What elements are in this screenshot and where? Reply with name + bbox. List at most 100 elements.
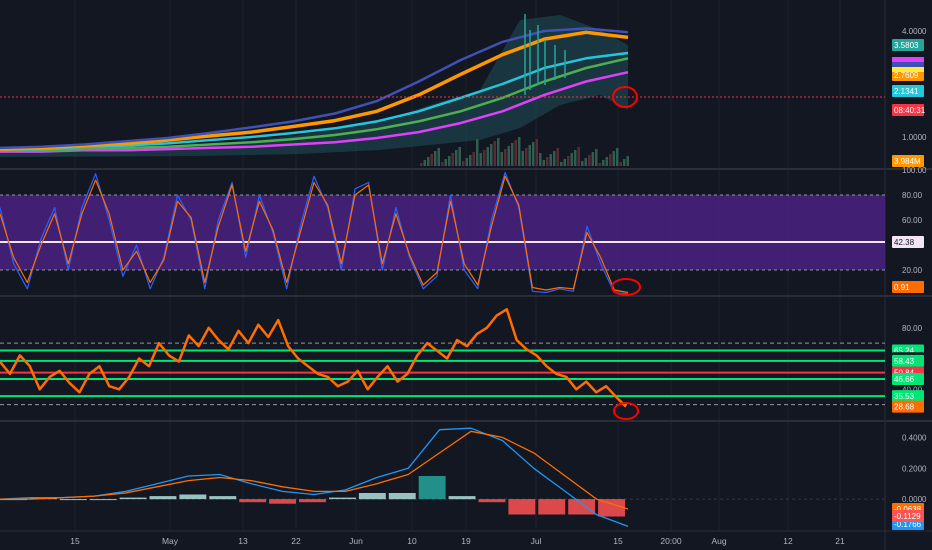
stoch-level-label: 42.38 xyxy=(894,238,915,247)
stoch-axis-tick: 20.00 xyxy=(902,266,923,275)
volume-bar xyxy=(483,150,486,166)
volume-bar xyxy=(451,153,454,166)
ma-value-label xyxy=(892,62,924,67)
time-axis-label: 15 xyxy=(70,536,80,546)
macd-histogram-bar xyxy=(89,499,117,501)
price-label-bg xyxy=(892,85,924,97)
stoch-value-label: 0.91 xyxy=(894,283,910,292)
volume-bar xyxy=(497,138,500,166)
volume-bar xyxy=(616,148,619,166)
volume-bar xyxy=(504,149,507,166)
rsi-value-label: 46.66 xyxy=(894,375,915,384)
macd-axis-tick: 0.0000 xyxy=(902,495,927,504)
macd-histogram-bar xyxy=(119,497,147,500)
volume-bar xyxy=(430,154,433,166)
time-axis-label: 19 xyxy=(461,536,471,546)
time-axis-label: Jul xyxy=(531,536,542,546)
price-label: 2.1341 xyxy=(894,87,919,96)
volume-bar xyxy=(493,141,496,166)
volume-bar xyxy=(556,148,559,166)
time-axis-label: 22 xyxy=(291,536,301,546)
rsi-axis-tick: 40.00 xyxy=(902,385,923,394)
volume-bar xyxy=(584,158,587,166)
volume-bar xyxy=(609,154,612,166)
rsi-axis-tick: 80.00 xyxy=(902,324,923,333)
macd-histogram-bar xyxy=(418,476,446,500)
volume-bar xyxy=(423,160,426,166)
moving-average-line xyxy=(0,27,629,150)
volume-bar xyxy=(444,159,447,166)
ma-value-label xyxy=(892,57,924,62)
volume-bar xyxy=(588,155,591,166)
volume-bar xyxy=(626,156,629,166)
volume-bar xyxy=(612,151,615,166)
macd-histogram-bar xyxy=(239,499,267,503)
macd-histogram-bar xyxy=(448,496,476,500)
volume-bar xyxy=(465,158,468,166)
macd-histogram-bar xyxy=(568,499,596,515)
price-label: 3.5803 xyxy=(894,41,919,50)
macd-histogram-bar xyxy=(388,493,416,500)
stoch-axis-tick: 80.00 xyxy=(902,191,923,200)
volume-bar xyxy=(553,151,556,166)
volume-bar xyxy=(511,143,514,166)
time-axis-label: 21 xyxy=(835,536,845,546)
annotation-circle xyxy=(612,86,638,108)
ma-value-label xyxy=(892,67,924,72)
macd-value-label: -0.0638 xyxy=(894,505,922,514)
volume-bar xyxy=(549,154,552,166)
volume-bar xyxy=(458,147,461,166)
volume-bar xyxy=(521,151,524,166)
macd-signal-line xyxy=(0,430,629,510)
time-axis-label: May xyxy=(162,536,179,546)
stoch-level-label-bg xyxy=(892,236,924,249)
price-label-bg xyxy=(892,104,924,116)
time-axis-label: 12 xyxy=(783,536,793,546)
moving-average-line xyxy=(0,70,629,153)
macd-axis-tick: 0.2000 xyxy=(902,464,927,473)
moving-average-line xyxy=(0,57,629,152)
volume-bar xyxy=(472,152,475,166)
rsi-value-label-bg xyxy=(892,354,924,367)
macd-histogram-bar xyxy=(209,496,237,500)
volume-bar xyxy=(441,162,444,166)
macd-axis-tick: 0.4000 xyxy=(902,433,927,442)
volume-bar xyxy=(525,148,528,166)
macd-value-label-bg xyxy=(892,510,924,522)
volume-bar xyxy=(563,159,566,166)
volume-bar xyxy=(546,157,549,166)
rsi-value-label: 58.43 xyxy=(894,357,915,366)
volume-bar xyxy=(574,150,577,166)
price-label-bg xyxy=(892,39,924,51)
volume-bar xyxy=(469,155,472,166)
volume-bar xyxy=(420,163,423,166)
rsi-value-label: 35.53 xyxy=(894,392,915,401)
time-axis-label: Aug xyxy=(711,536,726,546)
volume-bar xyxy=(434,151,437,166)
time-axis-label: 13 xyxy=(238,536,248,546)
volume-bar xyxy=(577,147,580,166)
rsi-value-label-bg xyxy=(892,373,924,386)
volume-bar xyxy=(542,160,545,166)
rsi-value-label-bg xyxy=(892,400,924,413)
volume-bar xyxy=(437,148,440,166)
volume-bar xyxy=(598,163,601,166)
volume-bar xyxy=(532,142,535,166)
macd-histogram-bar xyxy=(358,493,386,500)
price-label: 2.7609 xyxy=(894,71,919,80)
volume-bar xyxy=(528,145,531,166)
volume-bar xyxy=(427,157,430,166)
stoch-overbought-oversold-band xyxy=(0,195,885,270)
rsi-value-label: 65.24 xyxy=(894,346,915,355)
macd-histogram-bar xyxy=(59,499,87,501)
volume-bar xyxy=(462,161,465,166)
volume-bar xyxy=(518,137,521,166)
volume-bar xyxy=(570,153,573,166)
volume-bar xyxy=(535,139,538,166)
price-label-bg xyxy=(892,155,924,167)
volume-bar xyxy=(623,159,626,166)
time-axis-label: 20:00 xyxy=(660,536,682,546)
volume-bar xyxy=(581,161,584,166)
volume-bar xyxy=(560,162,563,166)
